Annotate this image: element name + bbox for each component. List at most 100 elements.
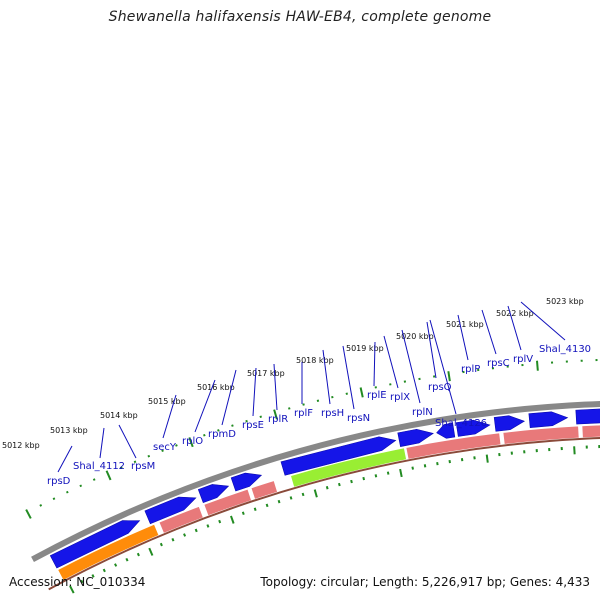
inner-tick [338,482,341,487]
forward-gene [280,436,397,476]
gene-label: rplN [412,407,433,418]
gene-label: rplX [390,392,410,403]
gene-leader-line [401,329,421,404]
inner-tick [159,542,163,547]
gene-leader-line [57,445,73,473]
gene-label: rpsH [321,408,344,419]
gene-label: rplE [367,390,387,401]
gene-leader-line [426,321,437,379]
gene-leader-line [221,369,237,426]
gene-leader-line [194,379,216,433]
kbp-label: 5016 kbp [197,383,235,392]
forward-gene [455,419,491,437]
reverse-gene-track [48,424,600,591]
outer-tick [447,371,451,382]
forward-gene [397,428,434,447]
kbp-label: 5022 kbp [496,309,534,318]
outer-tick [120,466,123,469]
inner-tick [485,454,489,463]
kbp-label: 5012 kbp [2,441,40,450]
kbp-label: 5018 kbp [296,356,334,365]
inner-tick [362,476,366,481]
inner-tick [69,585,75,594]
inner-tick [136,552,140,557]
inner-tick [125,557,129,562]
gene-label: rpmD [208,429,236,440]
outer-tick [203,433,206,437]
topology-text: Topology: circular; Length: 5,226,917 bp… [260,575,590,589]
outer-tick [259,415,262,418]
forward-gene-track [49,408,600,569]
inner-tick [423,464,427,468]
kbp-label: 5017 kbp [247,369,285,378]
map-title: Shewanella halifaxensis HAW-EB4, complet… [108,9,492,25]
inner-tick [102,568,106,573]
gene-label: rpsC [487,358,510,369]
gene-label: Shal_4112 [73,461,125,472]
outer-tick [147,454,151,458]
forward-gene [197,484,230,504]
outer-tick [39,504,43,507]
outer-tick [65,490,69,494]
gene-leader-line [373,341,376,387]
kbp-label: 5021 kbp [446,320,484,329]
outer-tick [92,478,96,481]
gene-label: rpsM [131,461,155,472]
outer-tick [288,407,291,410]
outer-tick [273,409,278,420]
gene-leader-line [481,309,497,355]
gene-label: secY [153,442,177,453]
gene-label: rpsD [47,476,71,487]
kbp-label: 5020 kbp [396,332,434,341]
inner-tick [148,547,154,556]
forward-gene [493,415,526,432]
outer-tick [161,449,164,453]
gene-label: rpsQ [428,382,452,393]
gene-leader-line [457,314,469,361]
outer-tick [359,387,364,398]
gene-label: rpsE [242,420,264,431]
inner-tick [194,528,198,533]
inner-tick [241,511,245,515]
kbp-label: 5019 kbp [346,344,384,353]
inner-tick [114,563,118,567]
outer-tick [25,509,32,519]
gene-leader-line [99,427,105,459]
forward-gene [436,422,456,439]
inner-tick [325,486,329,490]
outer-tick [302,403,305,406]
gene-label: Shal_4126 [435,418,487,429]
forward-gene [144,496,197,525]
inner-tick [301,492,305,497]
gene-leader-line [507,305,522,351]
gene-label: Shal_4130 [539,344,591,355]
kbp-scale: 5012 kbp 5013 kbp 5014 kbp 5015 kbp 5016 kbp… [2,297,584,450]
inner-tick [218,519,222,524]
inner-tick [91,574,95,578]
kbp-label: 5015 kbp [148,397,186,406]
gene-leader-line [322,349,331,405]
forward-gene [49,520,141,569]
inner-tick [374,474,378,478]
gene-leader-line [162,394,177,439]
inner-tick [277,499,281,504]
gene-leader-line [252,367,257,417]
outer-tick [535,360,539,371]
inner-tick [411,466,414,470]
outer-tick [133,460,137,464]
inner-tick [183,533,187,537]
outer-tick-track [25,359,598,519]
inner-tick [265,503,269,508]
gene-label: rpsN [347,413,370,424]
inner-tick [253,507,257,511]
forward-gene [528,411,569,428]
gene-leader-line [118,424,137,459]
kbp-label: 5013 kbp [50,426,88,435]
gene-leader-line [429,319,457,415]
accession-text: Accession: NC_010334 [9,575,146,589]
gene-leader-line [342,345,355,410]
outer-tick [79,484,83,488]
gene-leader-line [383,335,399,389]
inner-tick-track [69,444,600,594]
